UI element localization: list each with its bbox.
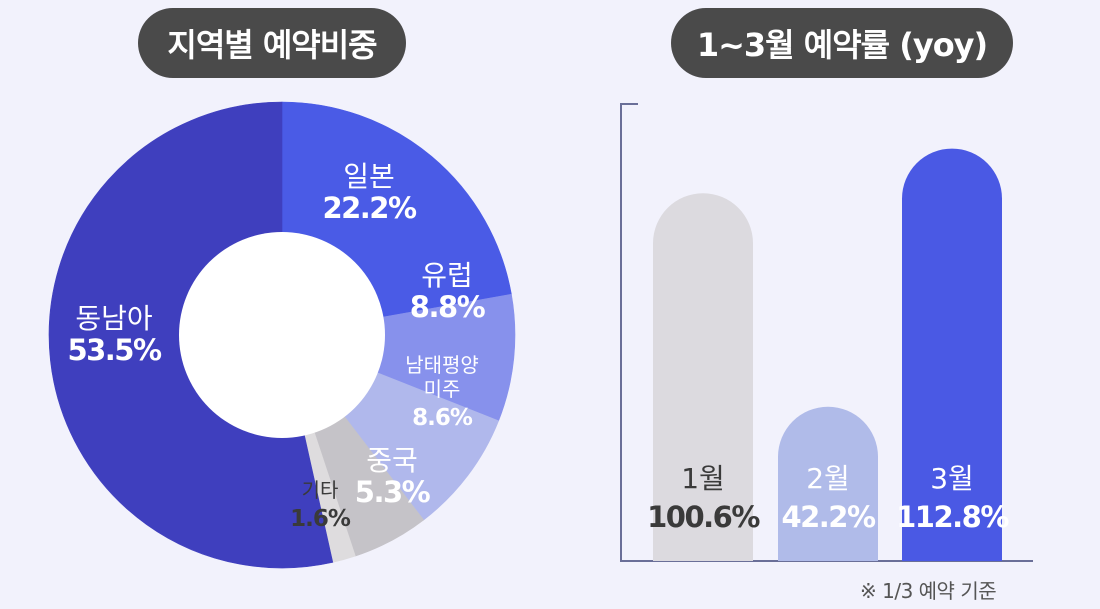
pie-value-label-0: 22.2% [322, 191, 417, 225]
donut-hole [179, 232, 385, 438]
bar-value-label-2: 112.8% [896, 500, 1009, 534]
pie-label-1: 유럽 [421, 259, 473, 292]
bar-category-label-2: 3월 [930, 462, 974, 495]
pie-label-0: 일본 [343, 160, 395, 193]
pie-value-label-2: 8.6% [412, 405, 473, 431]
bar-category-label-0: 1월 [681, 462, 725, 495]
pie-label-3: 중국 [366, 444, 418, 477]
pie-label-2-0: 남태평양 [405, 353, 479, 377]
bar-2 [902, 148, 1002, 561]
pie-chart-title: 지역별 예약비중 [138, 8, 406, 78]
bar-0 [653, 193, 753, 561]
pie-label-4: 기타 [302, 478, 339, 502]
pie-value-label-3: 5.3% [355, 475, 431, 509]
bar-chart: 1월 100.6% 2월 42.2% 3월 112.8% [620, 103, 1033, 562]
pie-value-label-5: 53.5% [67, 333, 162, 367]
bar-chart-title: 1~3월 예약률 (yoy) [671, 8, 1013, 78]
pie-value-label-4: 1.6% [290, 506, 351, 532]
bar-category-label-1: 2월 [806, 462, 850, 495]
footnote: ※ 1/3 예약 기준 [860, 579, 997, 603]
bar-value-label-0: 100.6% [647, 500, 760, 534]
bar-value-label-1: 42.2% [781, 500, 876, 534]
pie-value-label-1: 8.8% [410, 290, 486, 324]
bar-1 [778, 406, 878, 561]
pie-label-5: 동남아 [75, 302, 152, 335]
pie-label-2-1: 미주 [424, 377, 461, 401]
